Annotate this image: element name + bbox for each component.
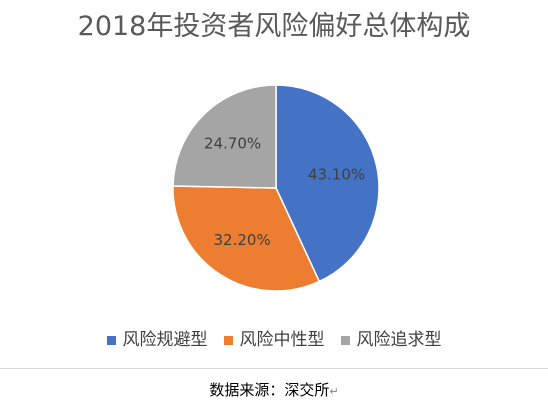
source-note: 数据来源：深交所↵ — [0, 378, 548, 404]
legend-swatch-2 — [223, 335, 233, 345]
source-text: 数据来源：深交所 — [209, 381, 330, 399]
pie-chart: 43.10% 32.20% 24.70% — [172, 84, 380, 292]
legend-swatch-1 — [106, 335, 116, 345]
legend: 风险规避型 风险中性型 风险追求型 — [0, 328, 548, 352]
legend-label-1: 风险规避型 — [122, 330, 208, 350]
legend-label-3: 风险追求型 — [356, 330, 442, 350]
pie-slice-1 — [275, 84, 380, 283]
chart-area: 2018年投资者风险偏好总体构成 43.10% 32.20% 24.70% 风险规避… — [0, 11, 548, 352]
data-label-3: 24.70% — [204, 135, 261, 153]
legend-item-1: 风险规避型 — [106, 328, 208, 352]
chart-title: 2018年投资者风险偏好总体构成 — [77, 11, 471, 42]
legend-swatch-3 — [340, 335, 350, 345]
pie-slice-2 — [172, 185, 321, 292]
return-mark-icon: ↵ — [329, 385, 339, 398]
divider — [0, 368, 548, 369]
legend-label-2: 风险中性型 — [239, 330, 325, 350]
data-label-1: 43.10% — [308, 166, 365, 184]
legend-item-2: 风险中性型 — [223, 328, 325, 352]
legend-item-3: 风险追求型 — [340, 328, 442, 352]
pie-slice-3 — [172, 84, 277, 189]
data-label-2: 32.20% — [214, 231, 271, 249]
